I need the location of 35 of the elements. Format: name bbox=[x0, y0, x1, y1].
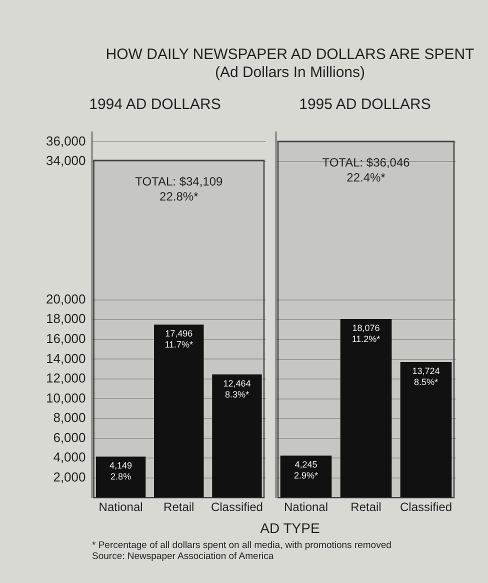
y-tick-label: 14,000 bbox=[46, 350, 86, 366]
chart-subtitle: 1995 AD DOLLARS bbox=[298, 96, 432, 115]
x-tick-label: National bbox=[98, 500, 143, 514]
x-tick-label: Classified bbox=[400, 500, 452, 514]
x-tick-label: Retail bbox=[164, 500, 194, 514]
data-label: 12,464 8.3%* bbox=[223, 378, 251, 400]
y-tick-label: 20,000 bbox=[46, 291, 86, 306]
bar bbox=[96, 456, 146, 498]
y-tick-label: 6,000 bbox=[53, 430, 86, 445]
band-label: TOTAL: $34,109 22.8%* bbox=[135, 174, 224, 204]
x-axis-title: AD TYPE bbox=[259, 520, 321, 536]
y-tick-label: 8,000 bbox=[53, 410, 86, 426]
data-label: 4,245 2.9%* bbox=[294, 460, 318, 481]
y-tick-label: 36,000 bbox=[46, 133, 86, 148]
bar bbox=[154, 324, 204, 498]
x-tick-label: Retail bbox=[350, 500, 382, 514]
x-tick-label: Classified bbox=[210, 500, 263, 514]
chart-subtitle: 1994 AD DOLLARS bbox=[88, 96, 222, 115]
data-label: 4,149 2.8% bbox=[110, 460, 132, 482]
data-label: 18,076 11.2%* bbox=[352, 322, 381, 344]
y-tick-label: 34,000 bbox=[46, 153, 86, 168]
chart-title: HOW DAILY NEWSPAPER AD DOLLARS ARE SPENT (Ad Dollars In Millions) bbox=[104, 46, 476, 82]
text: * Percentage of all dollars spent on all media, with promotions removed bbox=[92, 540, 392, 551]
band-label: TOTAL: $36,046 22.4%* bbox=[322, 156, 410, 185]
y-tick-label: 2,000 bbox=[53, 469, 86, 484]
data-label: 17,496 11.7%* bbox=[164, 328, 194, 350]
bar bbox=[212, 374, 262, 498]
source-note: Source: Newspaper Association of America bbox=[92, 551, 275, 562]
y-tick-label: 16,000 bbox=[46, 330, 86, 346]
y-tick-label: 18,000 bbox=[46, 311, 86, 326]
y-tick-label: 4,000 bbox=[53, 450, 86, 465]
y-tick-label: 12,000 bbox=[46, 370, 86, 386]
data-label: 13,724 8.5%* bbox=[412, 366, 440, 387]
y-tick-label: 10,000 bbox=[46, 390, 86, 406]
x-tick-label: National bbox=[284, 500, 328, 514]
